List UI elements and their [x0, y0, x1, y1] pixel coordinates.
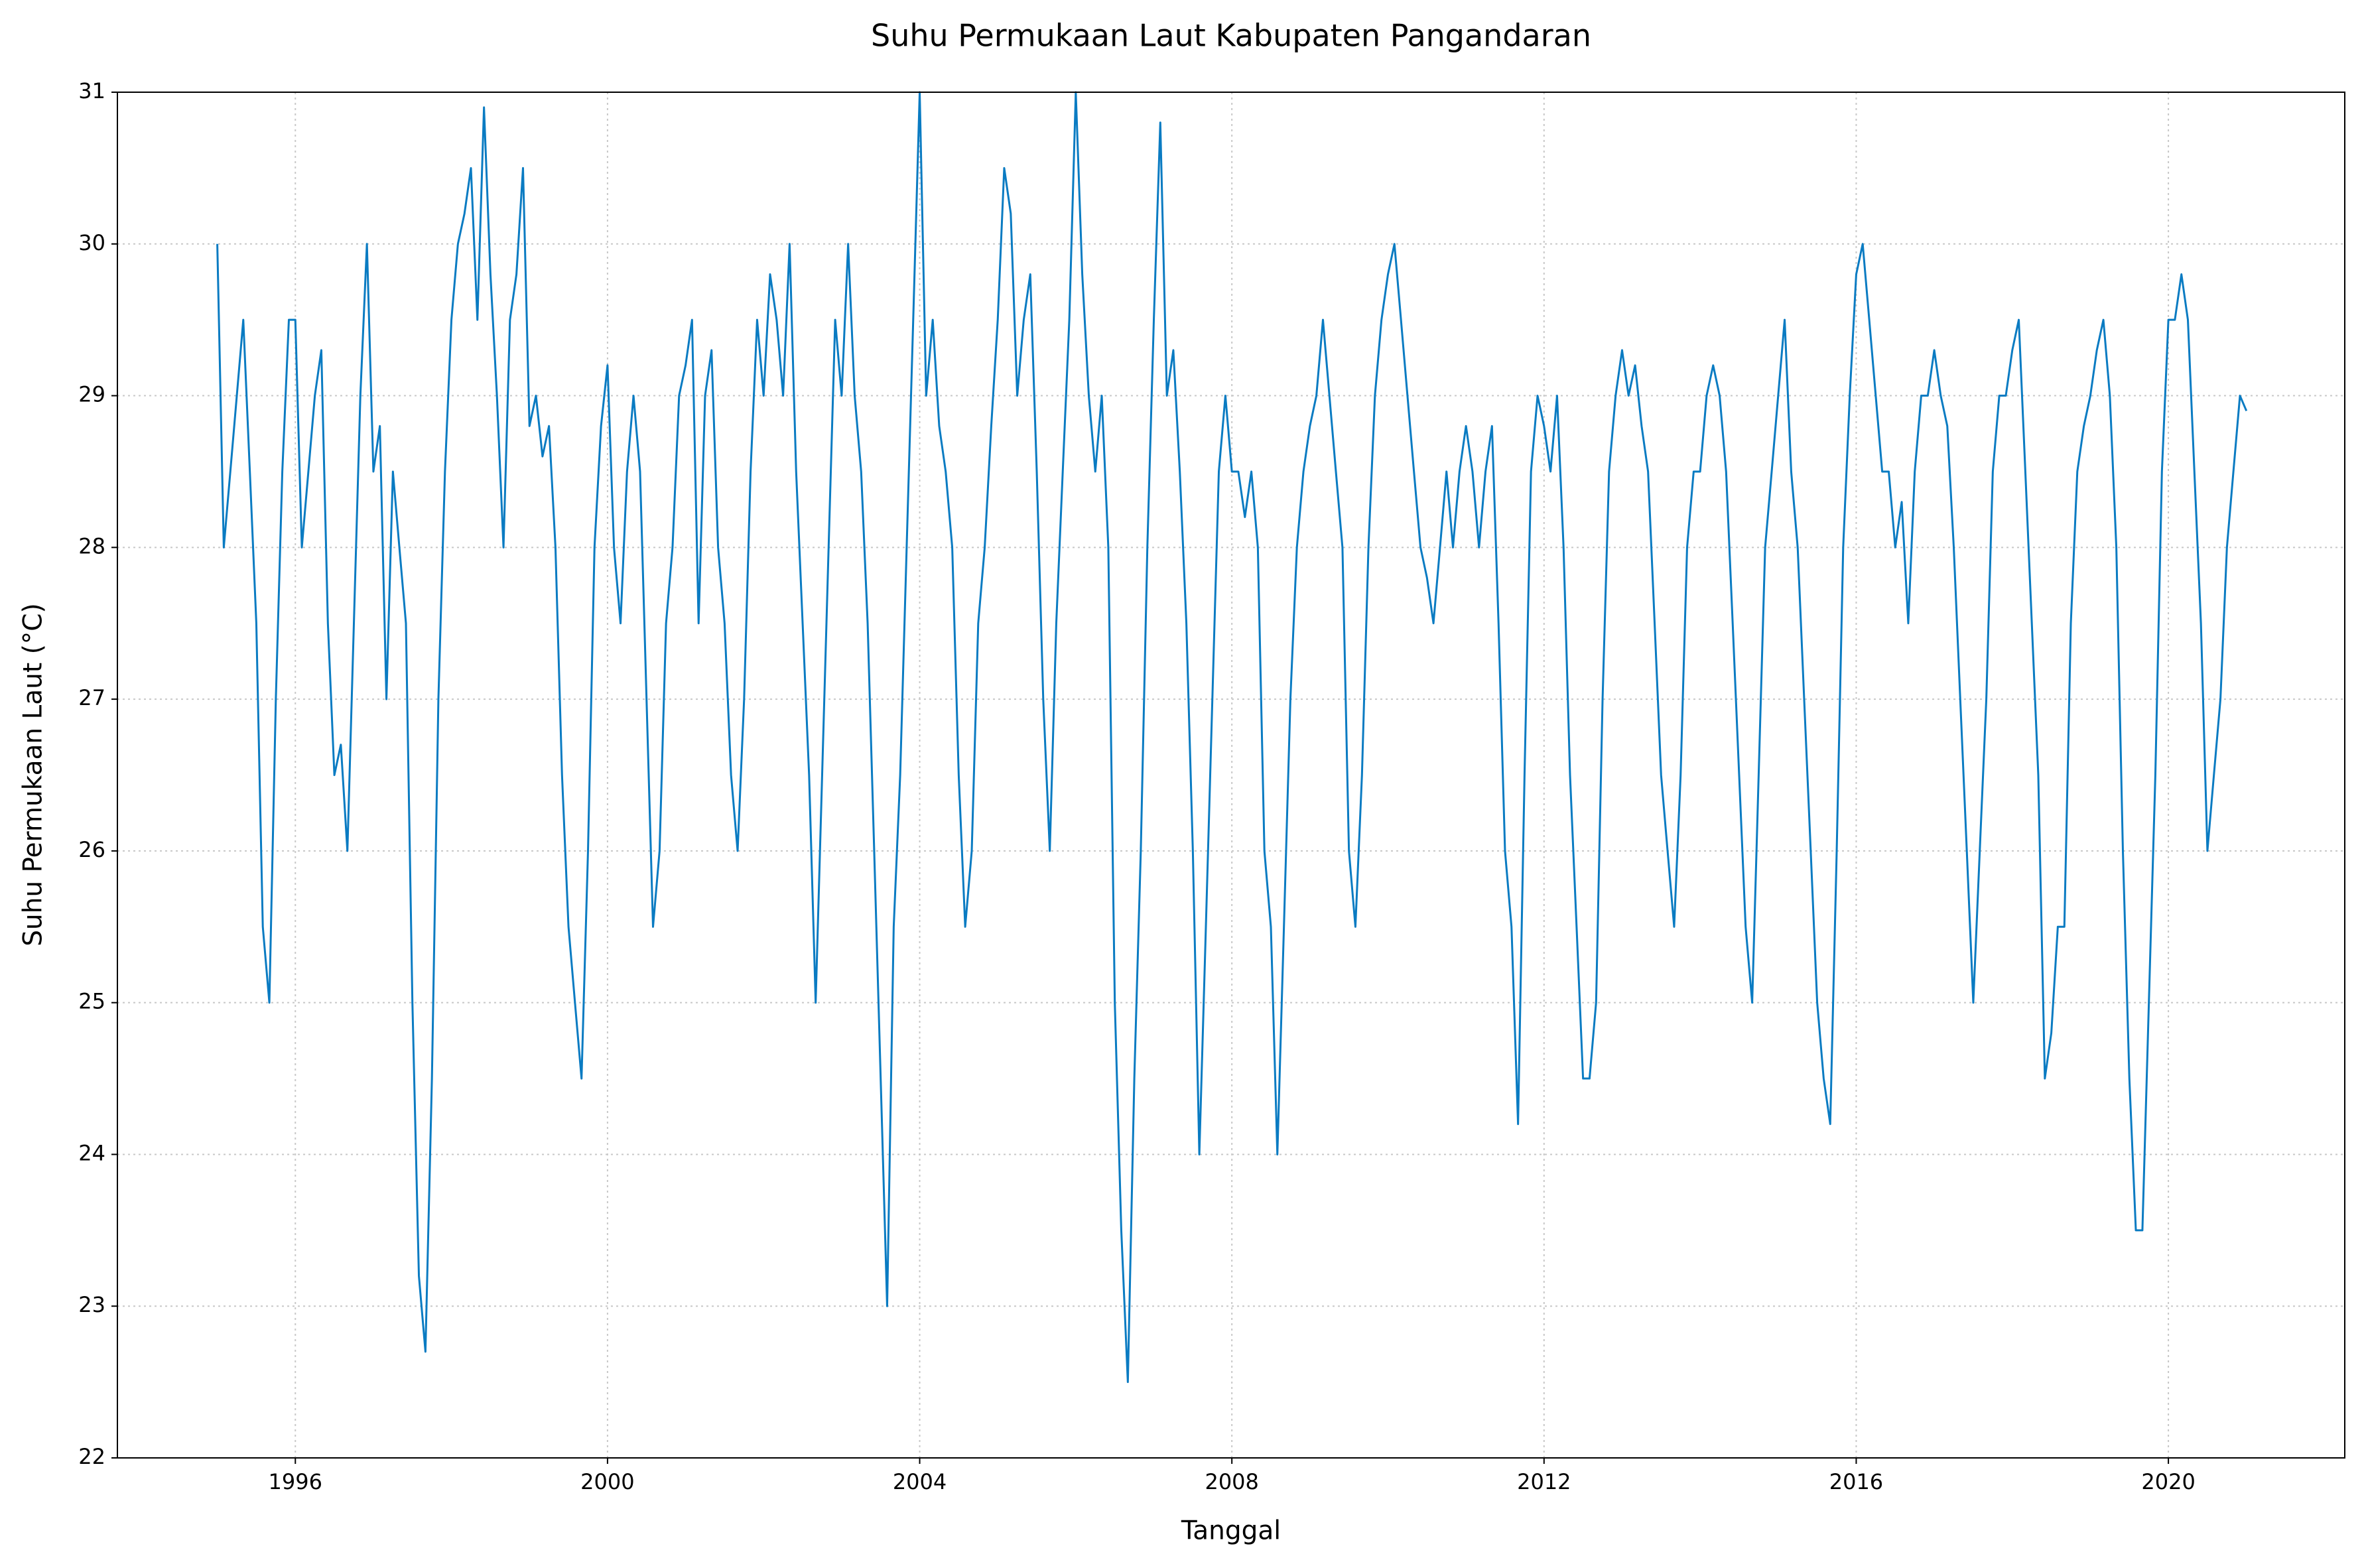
y-tick-label: 26	[78, 837, 105, 862]
x-tick-label: 2004	[893, 1469, 947, 1494]
x-tick-label: 2016	[1829, 1469, 1883, 1494]
y-tick-label: 22	[78, 1444, 105, 1469]
x-tick-label: 2008	[1205, 1469, 1258, 1494]
chart-title: Suhu Permukaan Laut Kabupaten Pangandara…	[871, 18, 1591, 54]
y-tick-label: 29	[78, 382, 105, 407]
y-tick-label: 23	[78, 1292, 105, 1317]
y-tick-label: 30	[78, 230, 105, 255]
x-tick-label: 2000	[580, 1469, 634, 1494]
y-tick-label: 28	[78, 533, 105, 558]
y-tick-label: 27	[78, 685, 105, 710]
x-tick-label: 1996	[269, 1469, 322, 1494]
plot-frame	[117, 92, 2345, 1459]
line-series	[216, 91, 2248, 1384]
x-tick-label: 2020	[2141, 1469, 2195, 1494]
y-tick-label: 25	[78, 989, 105, 1014]
y-tick-label: 31	[78, 78, 105, 103]
x-tick-label: 2012	[1517, 1469, 1571, 1494]
y-axis-label: Suhu Permukaan Laut (°C)	[19, 603, 48, 947]
x-axis-label: Tanggal	[1181, 1516, 1281, 1546]
y-tick-label: 24	[78, 1140, 105, 1165]
